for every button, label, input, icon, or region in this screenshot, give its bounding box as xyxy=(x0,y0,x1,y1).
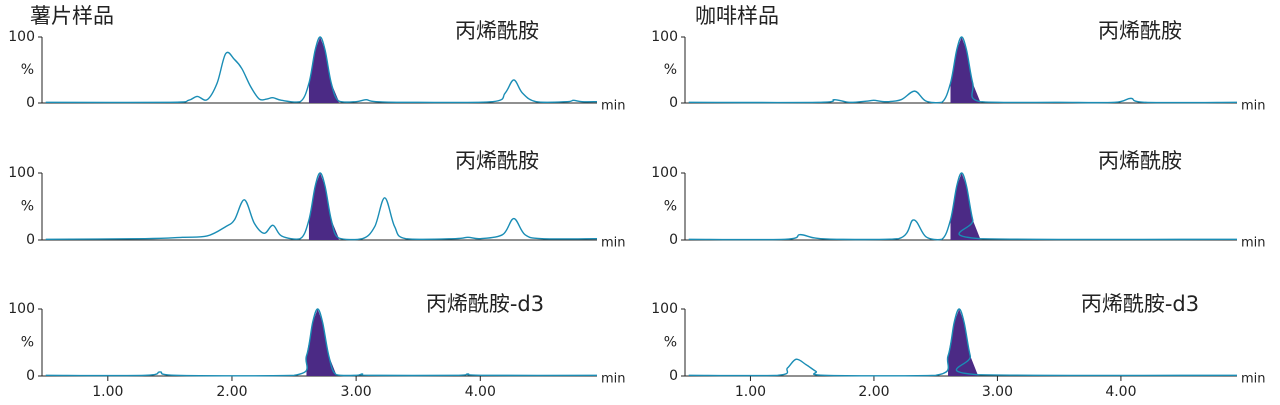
peak-area xyxy=(308,37,339,103)
peak-area xyxy=(306,309,337,376)
compound-label: 丙烯酰胺 xyxy=(455,149,539,173)
x-axis-label: min xyxy=(1241,372,1266,387)
x-axis-label: min xyxy=(1241,236,1266,251)
y-axis-label: % xyxy=(21,199,34,215)
trace-line xyxy=(688,36,1238,104)
compound-label: 丙烯酰胺 xyxy=(1098,149,1182,173)
trace-line xyxy=(688,172,1238,241)
y-tick-label: 100 xyxy=(8,301,35,317)
x-tick-label: 1.00 xyxy=(92,384,123,400)
y-axis-label: % xyxy=(664,62,677,78)
y-tick-label: 0 xyxy=(669,368,678,384)
y-axis-label: % xyxy=(664,335,677,351)
y-tick-label: 0 xyxy=(26,232,35,248)
trace-line xyxy=(45,36,598,104)
x-tick-label: 3.00 xyxy=(341,384,372,400)
y-axis-label: % xyxy=(664,199,677,215)
compound-label: 丙烯酰胺-d3 xyxy=(426,292,544,316)
peak-area xyxy=(308,173,339,240)
x-tick-label: 4.00 xyxy=(1105,384,1136,400)
y-tick-label: 0 xyxy=(669,95,678,111)
compound-label: 丙烯酰胺-d3 xyxy=(1081,292,1199,316)
chart-panel: 丙烯酰胺 min% 0 100 xyxy=(8,149,625,251)
compound-label: 丙烯酰胺 xyxy=(455,19,539,43)
peak-area xyxy=(950,173,981,240)
x-tick-label: 2.00 xyxy=(216,384,247,400)
x-axis-label: min xyxy=(601,99,626,114)
x-tick-label: 1.00 xyxy=(735,384,766,400)
y-tick-label: 0 xyxy=(669,232,678,248)
y-axis-label: % xyxy=(21,62,34,78)
x-axis-label: min xyxy=(601,372,626,387)
peak-area xyxy=(948,309,978,376)
trace-line xyxy=(45,308,598,377)
y-tick-label: 0 xyxy=(26,95,35,111)
y-tick-label: 100 xyxy=(651,301,678,317)
x-axis-label: min xyxy=(601,236,626,251)
chart-title: 薯片样品 xyxy=(30,4,114,28)
x-tick-label: 2.00 xyxy=(858,384,889,400)
chart-panel: 丙烯酰胺 min% 0 100 xyxy=(651,149,1265,251)
x-tick-label: 4.00 xyxy=(465,384,496,400)
chart-panel: 丙烯酰胺-d3 min% 0 100 1.00 2.00 3.00 4.00 xyxy=(8,292,625,400)
trace-line xyxy=(688,308,1238,377)
y-tick-label: 100 xyxy=(651,165,678,181)
y-tick-label: 0 xyxy=(26,368,35,384)
compound-label: 丙烯酰胺 xyxy=(1098,19,1182,43)
y-tick-label: 100 xyxy=(8,29,35,45)
chart-title: 咖啡样品 xyxy=(695,4,779,28)
x-tick-label: 3.00 xyxy=(982,384,1013,400)
y-tick-label: 100 xyxy=(8,165,35,181)
y-tick-label: 100 xyxy=(651,29,678,45)
y-axis-label: % xyxy=(21,335,34,351)
chart-panel: 丙烯酰胺-d3 min% 0 100 1.00 2.00 3.00 4.00 xyxy=(651,292,1265,400)
trace-line xyxy=(45,172,598,241)
x-axis-label: min xyxy=(1241,99,1266,114)
